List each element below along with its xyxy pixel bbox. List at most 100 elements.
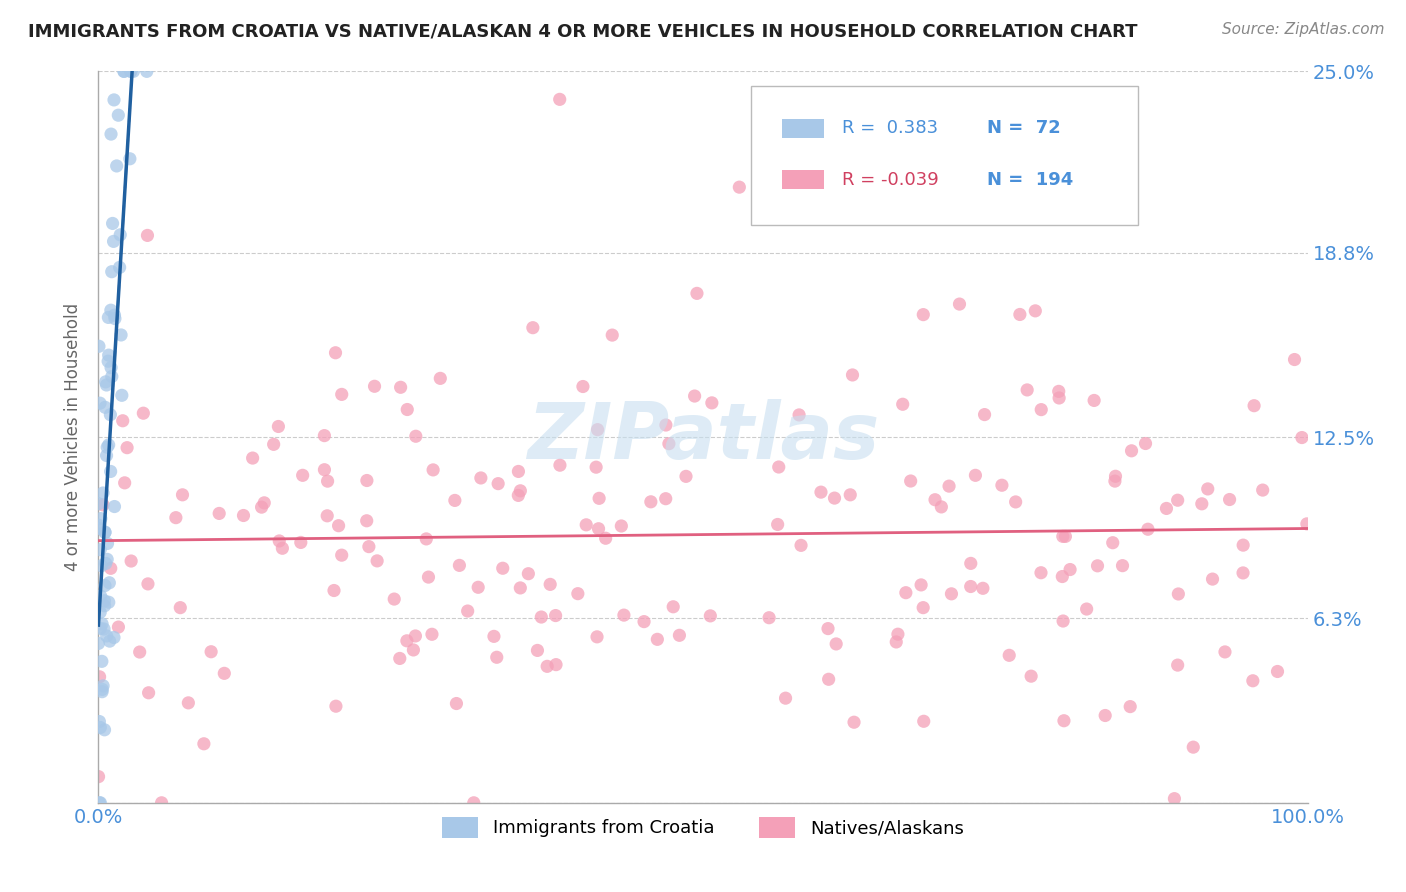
Point (94, 578, 117, 592)
Point (87, 518, 110, 533)
Point (100, 561, 122, 575)
Point (1052, 614, 1074, 628)
Point (1167, 587, 1189, 601)
Point (94, 525, 117, 540)
Point (120, 64, 142, 78)
Point (105, 159, 128, 173)
Point (89, 605, 111, 619)
Point (91, 679, 114, 693)
Point (1167, 658, 1189, 673)
Point (817, 673, 839, 687)
Point (120, 554, 142, 568)
Point (572, 379, 595, 393)
Point (758, 611, 780, 625)
Point (94, 557, 117, 571)
Point (449, 558, 471, 573)
Point (825, 637, 848, 651)
Point (1087, 558, 1109, 573)
Point (1047, 391, 1070, 405)
Point (1251, 483, 1274, 497)
Point (165, 510, 187, 524)
Point (136, 228, 159, 243)
Point (382, 592, 405, 607)
Point (683, 389, 706, 403)
Point (405, 429, 427, 443)
Point (323, 583, 346, 598)
Point (894, 585, 917, 599)
Point (912, 714, 935, 729)
Point (193, 737, 215, 751)
Point (263, 437, 285, 451)
Point (103, 93, 125, 107)
Point (93, 622, 115, 636)
Point (1008, 308, 1031, 322)
Point (100, 465, 122, 479)
Point (1059, 562, 1081, 576)
Point (214, 666, 236, 681)
Point (103, 308, 125, 322)
Point (595, 531, 617, 545)
Point (97, 595, 120, 609)
Point (101, 216, 124, 230)
Point (1243, 399, 1265, 413)
FancyBboxPatch shape (782, 120, 824, 137)
Point (316, 508, 339, 523)
Point (824, 491, 846, 505)
Point (103, 235, 125, 249)
Point (112, 64, 135, 78)
Point (96, 629, 118, 643)
Point (415, 532, 437, 546)
Point (120, 64, 142, 78)
Point (100, 265, 122, 279)
Point (924, 492, 946, 507)
Text: R =  0.383: R = 0.383 (842, 120, 938, 137)
Point (728, 180, 751, 194)
Point (135, 64, 157, 78)
Legend: Immigrants from Croatia, Natives/Alaskans: Immigrants from Croatia, Natives/Alaskan… (434, 810, 972, 845)
Point (538, 577, 561, 591)
Point (654, 491, 676, 506)
Point (104, 311, 127, 326)
Point (325, 699, 347, 714)
Point (884, 635, 907, 649)
Point (89, 796, 111, 810)
Point (700, 396, 723, 410)
Point (1213, 645, 1236, 659)
Point (96, 552, 118, 566)
Point (1111, 558, 1133, 573)
Point (973, 408, 995, 422)
Point (98, 575, 121, 590)
Point (389, 380, 412, 394)
Point (1191, 497, 1213, 511)
Point (330, 548, 353, 562)
Point (586, 423, 609, 437)
Point (699, 608, 721, 623)
Point (110, 328, 132, 343)
Point (1101, 535, 1123, 549)
Point (91, 498, 114, 512)
Point (575, 517, 598, 532)
Point (585, 460, 607, 475)
Point (444, 493, 467, 508)
Point (912, 600, 935, 615)
Point (658, 436, 681, 450)
Point (97, 310, 120, 325)
Point (242, 451, 264, 466)
Point (600, 328, 623, 343)
Point (526, 643, 548, 657)
Point (530, 610, 553, 624)
Point (101, 369, 124, 384)
Point (536, 659, 558, 673)
Point (100, 127, 122, 141)
Point (1004, 495, 1026, 509)
Point (959, 580, 981, 594)
Point (887, 627, 910, 641)
Point (810, 485, 832, 500)
Point (103, 500, 125, 514)
Point (97, 354, 120, 368)
Point (91, 682, 114, 697)
Point (1019, 669, 1042, 683)
Point (100, 360, 122, 375)
Point (633, 615, 655, 629)
Point (1054, 529, 1077, 543)
